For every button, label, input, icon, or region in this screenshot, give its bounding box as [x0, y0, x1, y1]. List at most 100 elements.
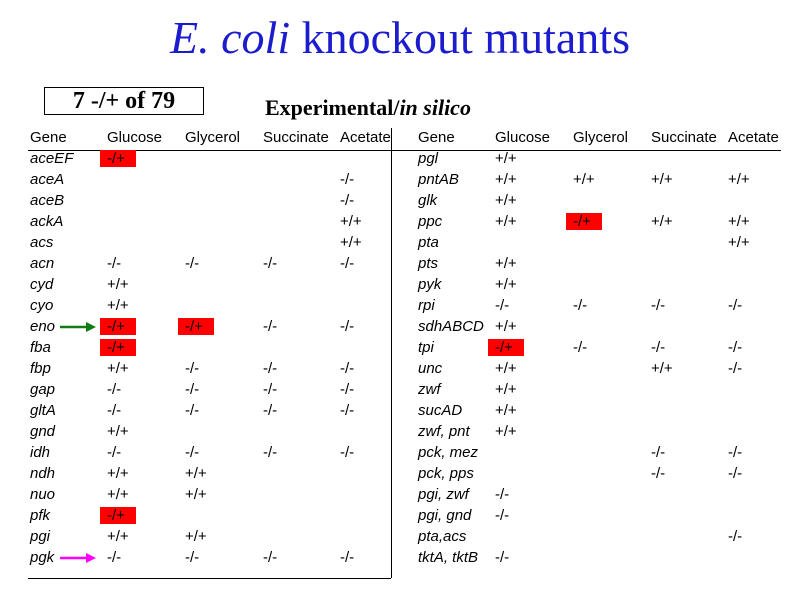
table-row: nuo +/+ +/+ — [30, 484, 390, 505]
gene-name: nuo — [30, 486, 56, 503]
phenotype-value: -/- — [495, 297, 510, 314]
gene-name: pfk — [30, 507, 51, 524]
phenotype-value: +/+ — [495, 255, 517, 272]
phenotype-value: -/- — [728, 360, 743, 377]
table-row: tpi -/+ -/- -/- -/- — [418, 337, 778, 358]
phenotype-value: -/- — [263, 318, 278, 335]
table-row: eno -/+ -/+ -/- -/- — [30, 316, 390, 337]
right-header-2: Glycerol — [573, 129, 629, 146]
gene-name: zwf — [418, 381, 441, 398]
gene-name: fba — [30, 339, 51, 356]
gene-name: sucAD — [418, 402, 463, 419]
column-divider — [391, 128, 392, 578]
phenotype-value: +/+ — [107, 465, 129, 482]
phenotype-value: -/+ — [107, 339, 125, 356]
table-row: zwf +/+ — [418, 379, 778, 400]
phenotype-value: +/+ — [495, 213, 517, 230]
gene-name: sdhABCD — [418, 318, 484, 335]
phenotype-value: -/- — [495, 507, 510, 524]
highlight-box — [566, 213, 602, 230]
phenotype-value: -/- — [263, 360, 278, 377]
table-row: pgl +/+ — [418, 148, 778, 169]
gene-name: aceEF — [30, 150, 74, 167]
table-row: zwf, pnt +/+ — [418, 421, 778, 442]
left-header-2: Glycerol — [185, 129, 241, 146]
table-row: pfk -/+ — [30, 505, 390, 526]
gene-name: ppc — [418, 213, 443, 230]
phenotype-value: -/- — [651, 444, 666, 461]
table-row: fba -/+ — [30, 337, 390, 358]
gene-name: pgk — [30, 549, 55, 566]
right-header-4: Acetate — [728, 129, 779, 146]
gene-name: rpi — [418, 297, 435, 314]
phenotype-value: -/- — [340, 360, 355, 377]
phenotype-value: +/+ — [495, 150, 517, 167]
gene-name: pck, mez — [418, 444, 479, 461]
header-divider — [28, 150, 781, 151]
phenotype-value: +/+ — [107, 360, 129, 377]
phenotype-value: -/- — [573, 297, 588, 314]
table-row: tktA, tktB -/- — [418, 547, 778, 568]
table-row: ppc +/+ -/+ +/+ +/+ — [418, 211, 778, 232]
phenotype-value: +/+ — [495, 402, 517, 419]
phenotype-value: -/- — [263, 549, 278, 566]
phenotype-value: +/+ — [107, 423, 129, 440]
gene-name: acn — [30, 255, 55, 272]
table-row: pgi, gnd -/- — [418, 505, 778, 526]
phenotype-value: -/+ — [495, 339, 513, 356]
highlight-box — [100, 318, 136, 335]
gene-name: pgl — [418, 150, 439, 167]
left-header-1: Glucose — [107, 129, 163, 146]
gene-name: cyo — [30, 297, 54, 314]
phenotype-value: -/+ — [573, 213, 591, 230]
gene-name: tktA, tktB — [418, 549, 479, 566]
phenotype-value: -/- — [651, 339, 666, 356]
left-header-0: Gene — [30, 129, 67, 146]
phenotype-value: -/- — [728, 444, 743, 461]
highlight-box — [100, 507, 136, 524]
phenotype-value: -/- — [728, 465, 743, 482]
gene-name: tpi — [418, 339, 434, 356]
phenotype-value: +/+ — [651, 171, 673, 188]
gene-name: eno — [30, 318, 56, 335]
green-arrow-icon — [60, 322, 96, 332]
phenotype-value: +/+ — [495, 192, 517, 209]
gene-name: idh — [30, 444, 51, 461]
phenotype-value: +/+ — [728, 171, 750, 188]
phenotype-value: +/+ — [573, 171, 595, 188]
phenotype-value: -/- — [340, 171, 355, 188]
right-header-1: Glucose — [495, 129, 551, 146]
subtitle-italic: in silico — [399, 95, 471, 120]
phenotype-value: +/+ — [107, 486, 129, 503]
phenotype-value: -/- — [185, 255, 200, 272]
gene-name: pntAB — [418, 171, 459, 188]
phenotype-value: -/- — [107, 255, 122, 272]
gene-name: glk — [418, 192, 438, 209]
phenotype-value: -/- — [107, 444, 122, 461]
gene-name: gnd — [30, 423, 56, 440]
phenotype-value: +/+ — [340, 213, 362, 230]
table-row: pts +/+ — [418, 253, 778, 274]
table-row: ackA +/+ — [30, 211, 390, 232]
gene-name: fbp — [30, 360, 51, 377]
phenotype-value: -/- — [107, 381, 122, 398]
phenotype-value: -/- — [340, 192, 355, 209]
phenotype-value: +/+ — [495, 171, 517, 188]
table-row: pgi, zwf -/- — [418, 484, 778, 505]
phenotype-value: +/+ — [495, 318, 517, 335]
gene-name: ndh — [30, 465, 56, 482]
bottom-divider — [28, 578, 391, 579]
table-row: rpi -/- -/- -/- -/- — [418, 295, 778, 316]
gene-name: pta,acs — [418, 528, 467, 545]
table-row: sdhABCD +/+ — [418, 316, 778, 337]
table-row: aceB -/- — [30, 190, 390, 211]
phenotype-value: -/- — [340, 402, 355, 419]
table-row: acn -/- -/- -/- -/- — [30, 253, 390, 274]
gene-name: acs — [30, 234, 54, 251]
phenotype-value: -/- — [340, 318, 355, 335]
score-box: 7 -/+ of 79 — [44, 87, 204, 115]
table-row: gap -/- -/- -/- -/- — [30, 379, 390, 400]
phenotype-value: +/+ — [107, 276, 129, 293]
table-row: pta +/+ — [418, 232, 778, 253]
phenotype-value: +/+ — [495, 276, 517, 293]
